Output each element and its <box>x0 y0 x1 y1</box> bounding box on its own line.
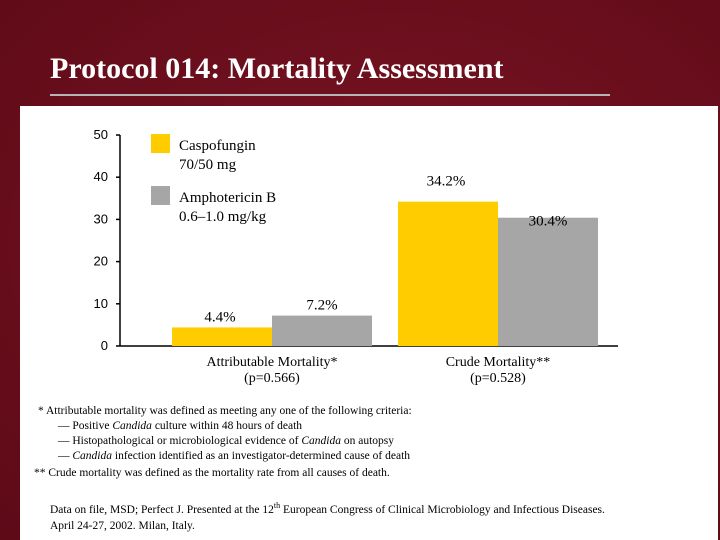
legend-swatch <box>151 186 170 205</box>
category-label: Attributable Mortality* <box>206 355 337 370</box>
bar-value-label: 7.2% <box>306 298 337 314</box>
slide-title: Protocol 014: Mortality Assessment <box>50 52 504 85</box>
mortality-bar-chart: 0 10 20 30 40 50 4.4% 34.2% 7.2% 30.4% Attributabl… <box>94 127 618 386</box>
legend-label: Amphotericin B <box>179 190 276 206</box>
bar-value-label: 34.2% <box>427 174 466 190</box>
title-underline <box>50 94 610 96</box>
y-tick-label: 10 <box>94 296 108 311</box>
citation: Data on file, MSD; Perfect J. Presented … <box>50 501 605 532</box>
bar-amphotericin-b <box>272 315 372 346</box>
y-tick-label: 40 <box>94 169 108 184</box>
attributable-definition: * Attributable mortality was defined as … <box>38 405 412 417</box>
bar-amphotericin-b <box>498 217 598 346</box>
bar-value-label: 4.4% <box>204 309 235 325</box>
category-p-value: (p=0.528) <box>470 371 526 386</box>
y-tick-label: 20 <box>94 254 108 269</box>
criteria-item: — Candida infection identified as an inv… <box>58 450 411 462</box>
legend-label: Caspofungin <box>179 138 256 154</box>
criteria-item: — Histopathological or microbiological e… <box>58 435 395 447</box>
y-tick-label: 50 <box>94 127 108 142</box>
criteria-item: — Positive Candida culture within 48 hou… <box>58 420 303 432</box>
bar-value-label: 30.4% <box>529 214 568 230</box>
legend-swatch <box>151 134 170 153</box>
y-tick-label: 0 <box>101 338 108 353</box>
y-tick-label: 30 <box>94 211 108 226</box>
category-label: Crude Mortality** <box>446 355 551 370</box>
bar-caspofungin <box>172 327 272 346</box>
content-panel: 0 10 20 30 40 50 4.4% 34.2% 7.2% 30.4% Attributabl… <box>20 106 718 540</box>
crude-definition: ** Crude mortality was defined as the mo… <box>34 467 390 479</box>
legend-label-dose: 0.6–1.0 mg/kg <box>179 209 267 225</box>
category-p-value: (p=0.566) <box>244 371 300 386</box>
legend-label-dose: 70/50 mg <box>179 157 237 173</box>
bar-caspofungin <box>398 201 498 346</box>
footnotes: * Attributable mortality was defined as … <box>34 404 698 481</box>
